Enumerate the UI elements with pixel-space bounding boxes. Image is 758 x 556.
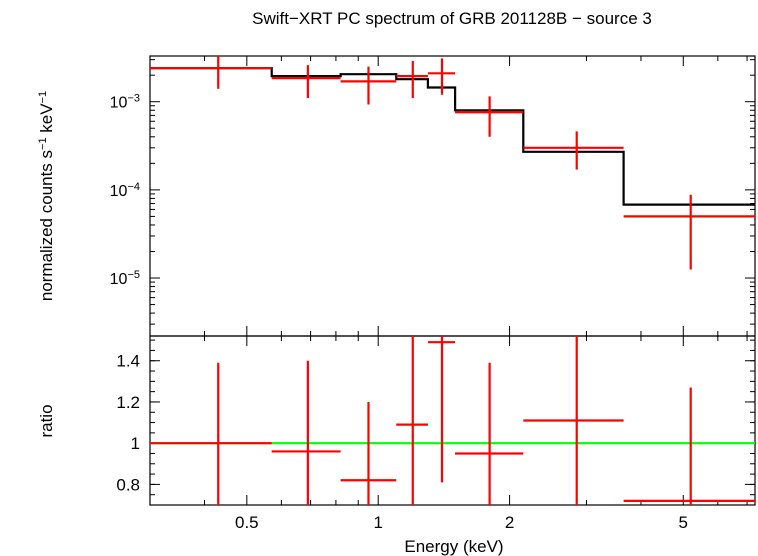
y-tick-label: 10−5 — [110, 269, 140, 288]
ratio-y-tick-label: 1.2 — [116, 393, 140, 412]
ylabel-exp1: −1 — [37, 137, 49, 150]
ratio-data-group — [150, 336, 755, 505]
ratio-y-tick-label: 0.8 — [116, 475, 140, 494]
spectrum-data-group — [150, 56, 755, 270]
y-tick-label: 10−4 — [110, 181, 140, 200]
spectrum-frame — [149, 55, 756, 337]
ratio-frame — [149, 335, 756, 506]
y-tick-exponent: −5 — [127, 269, 140, 281]
ratio-y-tick-label: 1.4 — [116, 352, 140, 371]
y-tick-exponent: −4 — [127, 181, 140, 193]
y-tick-label: 10−3 — [110, 93, 140, 112]
model-step-line — [150, 67, 755, 206]
spectrum-y-axis-label: normalized counts s−1 keV−1 — [37, 91, 56, 301]
y-tick-base: 10 — [110, 95, 128, 112]
spectrum-panel: 10−310−410−5 — [110, 55, 756, 337]
ylabel-unit: keV — [37, 103, 56, 138]
y-tick-exponent: −3 — [127, 93, 140, 105]
ylabel-main: normalized counts s — [37, 150, 56, 301]
x-axis-label: Energy (keV) — [404, 537, 503, 556]
ratio-panel: 0.5 1 2 5 0.8 1 1.2 1.4 — [116, 331, 756, 532]
x-tick-label: 0.5 — [235, 513, 259, 532]
x-tick-label: 2 — [505, 513, 514, 532]
model-group — [150, 67, 755, 206]
x-tick-label: 5 — [679, 513, 688, 532]
chart-title: Swift−XRT PC spectrum of GRB 201128B − s… — [252, 9, 652, 28]
ratio-y-axis-label: ratio — [37, 404, 56, 437]
y-tick-base: 10 — [110, 183, 128, 200]
y-tick-base: 10 — [110, 271, 128, 288]
ylabel-exp2: −1 — [37, 91, 49, 104]
ratio-y-tick-label: 1 — [131, 434, 140, 453]
x-tick-label: 1 — [373, 513, 382, 532]
